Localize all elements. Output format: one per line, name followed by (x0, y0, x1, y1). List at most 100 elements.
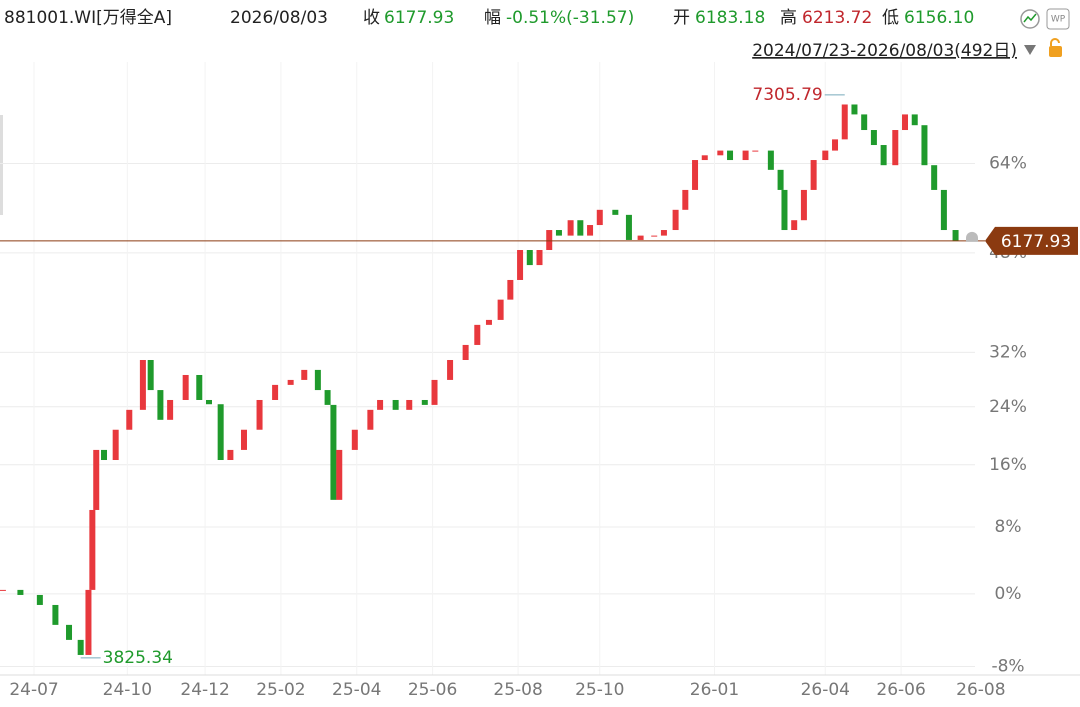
dropdown-arrow[interactable] (1024, 45, 1036, 55)
close-label: 收 (363, 8, 380, 28)
x-tick-label: 25-02 (256, 680, 305, 700)
candle (256, 399, 263, 430)
x-tick-label: 26-04 (801, 680, 850, 700)
candle (497, 299, 504, 320)
x-tick-label: 26-08 (956, 680, 1005, 700)
candle (791, 220, 798, 231)
candle (587, 225, 594, 236)
candle (752, 150, 759, 152)
price-tag-label: 6177.93 (1001, 232, 1071, 252)
x-tick-label: 25-04 (332, 680, 381, 700)
change-label: 幅 (484, 8, 501, 28)
price-tag (985, 226, 1078, 255)
candle (182, 374, 189, 400)
candle (940, 189, 947, 231)
candle (832, 139, 839, 151)
annotation-label: 7305.79 (752, 85, 822, 105)
candle (851, 104, 858, 115)
candle (841, 104, 848, 140)
candle (112, 429, 119, 461)
date-range[interactable]: 2024/07/23-2026/08/03(492日) (752, 41, 1017, 61)
candle (196, 374, 203, 400)
candle (167, 399, 174, 420)
candle (546, 230, 553, 251)
candle (596, 209, 603, 226)
candle (52, 604, 59, 625)
candle (781, 189, 788, 231)
close-value: 6177.93 (384, 8, 454, 28)
candle (902, 114, 909, 131)
low-label: 低 (882, 8, 899, 28)
candle (637, 235, 644, 240)
candle (227, 449, 234, 461)
candle (892, 130, 899, 166)
candle (377, 399, 384, 410)
candle (517, 250, 524, 280)
scroll-handle[interactable] (0, 115, 3, 215)
lock-icon[interactable] (1049, 46, 1062, 57)
candle (367, 409, 374, 430)
candle (567, 220, 574, 236)
candle (555, 230, 562, 236)
candle (612, 209, 619, 215)
candle (351, 429, 358, 450)
candle (660, 230, 667, 236)
candle (0, 589, 6, 591)
candle (324, 390, 331, 405)
lock-shackle (1050, 38, 1060, 46)
y-tick-label: 8% (995, 517, 1022, 537)
y-tick-label: 24% (989, 397, 1027, 417)
candle (36, 594, 43, 605)
bell-icon (966, 231, 978, 242)
x-tick-label: 25-08 (493, 680, 542, 700)
candle (692, 160, 699, 190)
x-tick-label: 25-06 (408, 680, 457, 700)
candle (921, 125, 928, 166)
candle (272, 384, 279, 400)
y-tick-label: 64% (989, 154, 1027, 174)
candle (93, 449, 100, 510)
x-tick-label: 24-07 (9, 680, 58, 700)
candle (287, 379, 294, 385)
candle (727, 150, 734, 161)
y-tick-label: 16% (989, 455, 1027, 475)
candle (672, 209, 679, 231)
candle (911, 114, 918, 126)
x-tick-label: 25-10 (575, 680, 624, 700)
candle (701, 155, 708, 161)
wp-icon[interactable] (1046, 8, 1070, 30)
candle (17, 589, 24, 595)
open-value: 6183.18 (695, 8, 765, 28)
candle (651, 235, 658, 237)
candle (800, 189, 807, 221)
candle (217, 404, 224, 461)
candle (406, 399, 413, 410)
annotation-label: 3825.34 (103, 648, 173, 668)
candle (952, 230, 959, 241)
candle (85, 589, 92, 655)
candle (431, 379, 438, 405)
low-value: 6156.10 (904, 8, 974, 28)
candle (507, 279, 514, 300)
change-value: -0.51%(-31.57) (506, 8, 634, 28)
high-label: 高 (780, 8, 797, 28)
candle (157, 390, 164, 420)
candle (205, 399, 212, 405)
candle (336, 449, 343, 500)
candle (861, 114, 868, 131)
open-label: 开 (673, 8, 690, 28)
high-value: 6213.72 (802, 8, 872, 28)
candle (810, 160, 817, 190)
candle (880, 145, 887, 166)
candle (147, 359, 154, 391)
candle (89, 509, 96, 590)
candle (526, 250, 533, 266)
chart-icon-line (1023, 13, 1037, 23)
candle (474, 324, 481, 345)
code: 881001.WI[万得全A] (4, 8, 172, 28)
chart-icon[interactable] (1020, 9, 1040, 29)
x-tick-label: 26-01 (690, 680, 739, 700)
x-tick-label: 26-06 (876, 680, 925, 700)
x-tick-label: 24-12 (180, 680, 229, 700)
candle (101, 449, 108, 461)
